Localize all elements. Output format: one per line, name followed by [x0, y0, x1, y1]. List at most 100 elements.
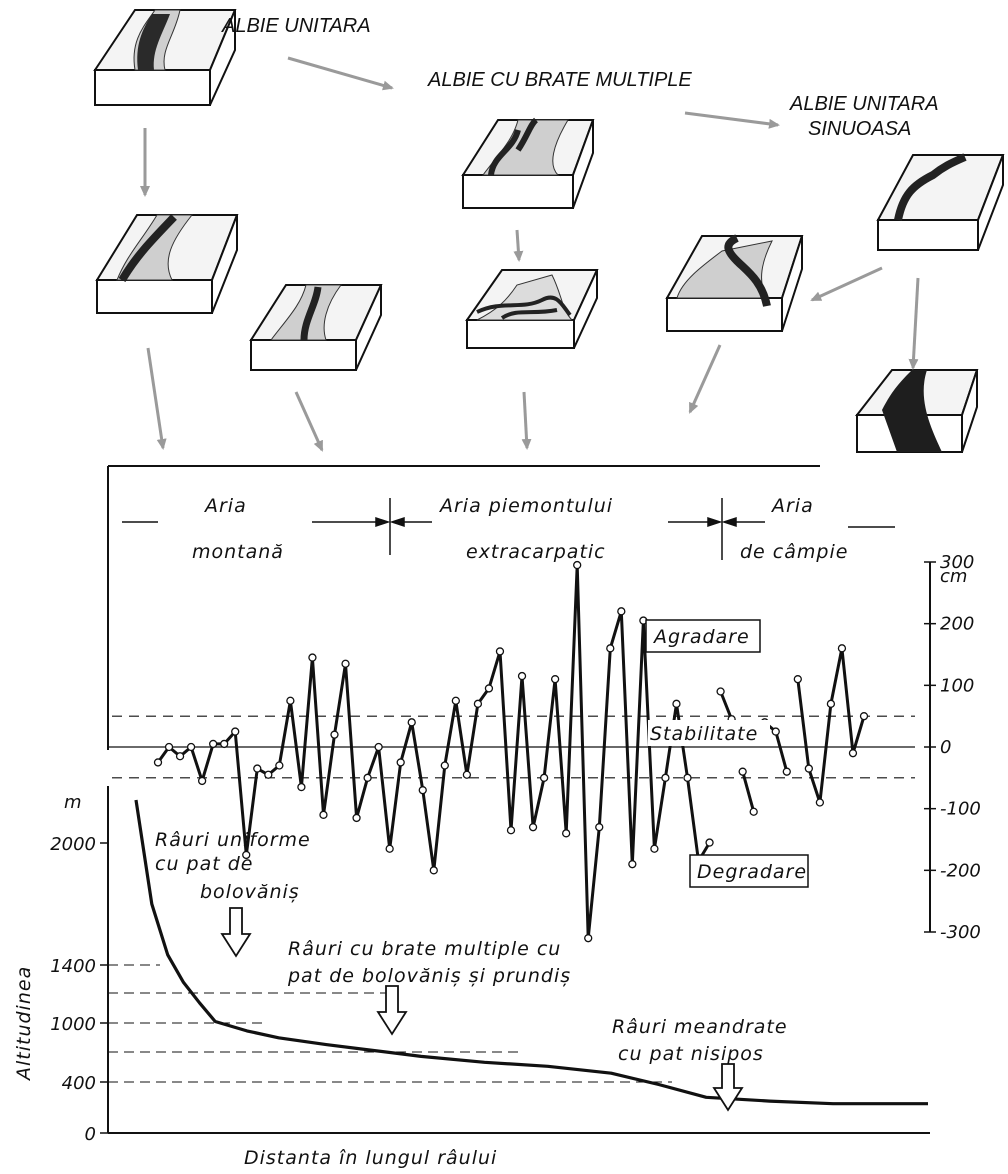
- label-albie-brate: ALBIE CU BRATE MULTIPLE: [427, 69, 692, 91]
- label-albie-sinuoasa-2: SINUOASA: [808, 118, 911, 140]
- hollow-arrow-3: [712, 1063, 744, 1112]
- agradare-box: [645, 619, 761, 653]
- data-point: [352, 813, 361, 823]
- data-point: [539, 773, 549, 782]
- x-axis-label: Distanta în lungul râului: [244, 1147, 497, 1169]
- label-albie-unitara: ALBIE UNITARA: [221, 15, 371, 37]
- data-point: [197, 776, 207, 786]
- data-point: [705, 838, 714, 847]
- alt-unit: m: [64, 792, 82, 813]
- data-point: [253, 764, 262, 773]
- data-point: [495, 647, 505, 656]
- data-point: [319, 810, 328, 819]
- data-point: [793, 675, 802, 684]
- data-point: [517, 671, 527, 681]
- cm-tick-label: 300: [940, 552, 974, 573]
- data-point: [264, 770, 273, 779]
- data-point: [484, 684, 494, 693]
- data-point: [473, 699, 483, 708]
- zone-campie-1: Aria: [770, 495, 814, 517]
- data-point: [385, 844, 394, 853]
- cm-tick-label: -200: [940, 860, 981, 881]
- data-point: [275, 761, 284, 770]
- degradare-box: [689, 854, 809, 888]
- zone-boundaries: [122, 498, 895, 560]
- uniforme-1: Râuri uniforme: [155, 829, 311, 851]
- data-point: [220, 739, 229, 749]
- cm-tick-label: 100: [940, 675, 974, 696]
- alt-tick-label: 400: [62, 1073, 96, 1094]
- cm-tick-label: -300: [940, 922, 981, 943]
- gray-arrow-down-5: [294, 391, 324, 452]
- label-albie-sinuoasa-1: ALBIE UNITARA: [789, 93, 939, 115]
- right-axis-cm: 300 200 100 0 -100 -200 -300: [924, 552, 981, 943]
- data-point: [749, 807, 758, 816]
- data-point: [341, 659, 350, 668]
- data-point: [231, 727, 240, 736]
- data-point: [584, 934, 593, 943]
- data-point: [330, 730, 339, 739]
- block-diagram-meander: [876, 153, 1005, 251]
- brate-2: pat de bolovăniș și prundiș: [287, 965, 571, 987]
- zone-montana-1: Aria: [203, 495, 247, 517]
- agradare-label: Agradare: [652, 626, 750, 648]
- meandrate-1: Râuri meandrate: [612, 1016, 788, 1038]
- degradare-label: Degradare: [697, 861, 807, 883]
- data-point: [440, 761, 449, 770]
- stabilitate-label: Stabilitate: [650, 723, 758, 745]
- block-diagram-meander-2: [665, 234, 804, 332]
- cm-tick-label: -100: [940, 799, 981, 820]
- data-point: [716, 687, 725, 696]
- zone-piemont-2: extracarpatic: [466, 541, 606, 563]
- data-point: [462, 770, 472, 779]
- data-point: [297, 782, 306, 792]
- gray-arrow-down-2: [513, 229, 524, 262]
- data-point: [286, 696, 295, 705]
- zone-montana-2: montană: [192, 541, 284, 563]
- zone-campie-2: de câmpie: [740, 541, 848, 563]
- alt-tick-label: 1400: [50, 956, 96, 977]
- alt-tick-label: 1000: [50, 1014, 96, 1035]
- gray-arrow-down-3: [908, 277, 920, 370]
- stabilitate-bg: [648, 720, 770, 746]
- block-diagram-braided-2: [465, 269, 599, 349]
- data-point: [683, 773, 692, 782]
- data-point: [771, 727, 780, 736]
- data-point: [418, 786, 427, 795]
- data-point: [308, 653, 317, 662]
- data-point: [738, 767, 747, 776]
- alt-tick-label: 0: [85, 1124, 96, 1145]
- data-point: [672, 699, 681, 708]
- data-point: [573, 560, 582, 570]
- data-point: [451, 696, 460, 705]
- uniforme-3: bolovăniș: [200, 881, 300, 903]
- block-diagram-montane: [93, 9, 237, 106]
- data-point: [595, 823, 604, 832]
- alt-tick-label: 2000: [50, 834, 96, 855]
- data-point: [606, 644, 615, 653]
- uniforme-2: cu pat de: [155, 853, 253, 875]
- data-point: [175, 752, 185, 761]
- data-point: [837, 644, 847, 653]
- gray-arrow-left-1: [810, 266, 883, 302]
- data-point: [550, 675, 560, 684]
- block-diagram-montane-2: [95, 214, 239, 314]
- zone-piemont-1: Aria piemontului: [438, 495, 613, 517]
- data-point: [628, 860, 637, 869]
- data-point: [804, 764, 813, 773]
- data-point: [650, 844, 659, 853]
- data-point: [164, 742, 174, 752]
- gray-arrow-down-4: [146, 347, 167, 450]
- data-point: [186, 742, 196, 752]
- gray-arrow-top-2: [684, 111, 780, 129]
- data-point: [562, 829, 571, 838]
- left-axis-altitude: 0 400 1000 1400 2000: [50, 786, 109, 1145]
- hollow-arrow-2: [376, 985, 408, 1036]
- block-diagram-montane-3: [249, 284, 383, 371]
- gray-arrow-down-6: [521, 391, 532, 450]
- data-point: [242, 850, 251, 860]
- data-point: [407, 718, 416, 727]
- block-diagram-braided-1: [461, 117, 595, 209]
- gray-arrow-top-1: [287, 56, 394, 91]
